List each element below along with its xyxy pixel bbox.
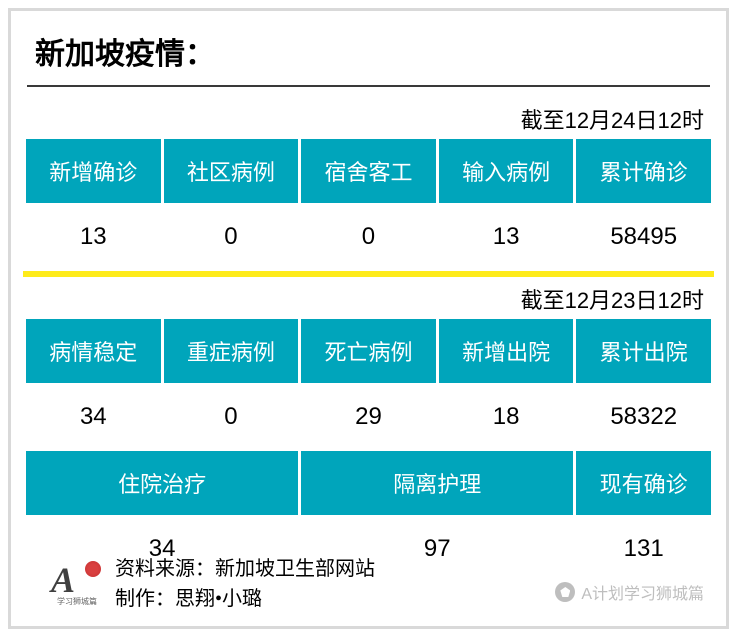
cell-value: 0 (301, 203, 436, 271)
cell-value: 0 (164, 383, 299, 451)
stats-table-2: 病情稳定 重症病例 死亡病例 新增出院 累计出院 34 0 29 18 5832… (23, 319, 714, 583)
col-header: 社区病例 (164, 139, 299, 203)
logo-subtitle: 学习狮城篇 (47, 596, 107, 607)
table-row: 住院治疗 隔离护理 现有确诊 (26, 451, 711, 515)
logo-dot-icon (85, 561, 101, 577)
col-header: 新增出院 (439, 319, 574, 383)
wechat-icon (555, 582, 575, 602)
col-header: 重症病例 (164, 319, 299, 383)
cell-value: 29 (301, 383, 436, 451)
table-row: 13 0 0 13 58495 (26, 203, 711, 271)
col-header: 宿舍客工 (301, 139, 436, 203)
logo-a-icon: A (51, 559, 75, 601)
col-header: 死亡病例 (301, 319, 436, 383)
cell-value: 18 (439, 383, 574, 451)
col-header: 累计出院 (576, 319, 711, 383)
watermark-text: A计划学习狮城篇 (581, 580, 704, 604)
footer-text: 资料来源：新加坡卫生部网站 制作：思翔•小璐 (115, 554, 375, 614)
cell-value: 58322 (576, 383, 711, 451)
table-row: 病情稳定 重症病例 死亡病例 新增出院 累计出院 (26, 319, 711, 383)
cell-value: 0 (164, 203, 299, 271)
col-header: 累计确诊 (576, 139, 711, 203)
card-frame: 新加坡疫情： 截至12月24日12时 新增确诊 社区病例 宿舍客工 输入病例 累… (8, 8, 729, 629)
col-header: 输入病例 (439, 139, 574, 203)
col-header: 病情稳定 (26, 319, 161, 383)
cell-value: 13 (26, 203, 161, 271)
watermark: A计划学习狮城篇 (555, 580, 704, 604)
title-divider (27, 85, 710, 87)
cell-value: 13 (439, 203, 574, 271)
col-header: 住院治疗 (26, 451, 298, 515)
author-line: 制作：思翔•小璐 (115, 584, 375, 614)
timestamp-2: 截至12月23日12时 (11, 277, 726, 319)
col-header: 现有确诊 (576, 451, 711, 515)
source-line: 资料来源：新加坡卫生部网站 (115, 554, 375, 584)
cell-value: 58495 (576, 203, 711, 271)
page-title: 新加坡疫情： (11, 11, 726, 85)
cell-value: 34 (26, 383, 161, 451)
publisher-logo: A 学习狮城篇 (51, 561, 105, 607)
table-row: 34 0 29 18 58322 (26, 383, 711, 451)
timestamp-1: 截至12月24日12时 (11, 97, 726, 139)
table-row: 新增确诊 社区病例 宿舍客工 输入病例 累计确诊 (26, 139, 711, 203)
col-header: 隔离护理 (301, 451, 573, 515)
stats-table-1: 新增确诊 社区病例 宿舍客工 输入病例 累计确诊 13 0 0 13 58495 (23, 139, 714, 271)
col-header: 新增确诊 (26, 139, 161, 203)
